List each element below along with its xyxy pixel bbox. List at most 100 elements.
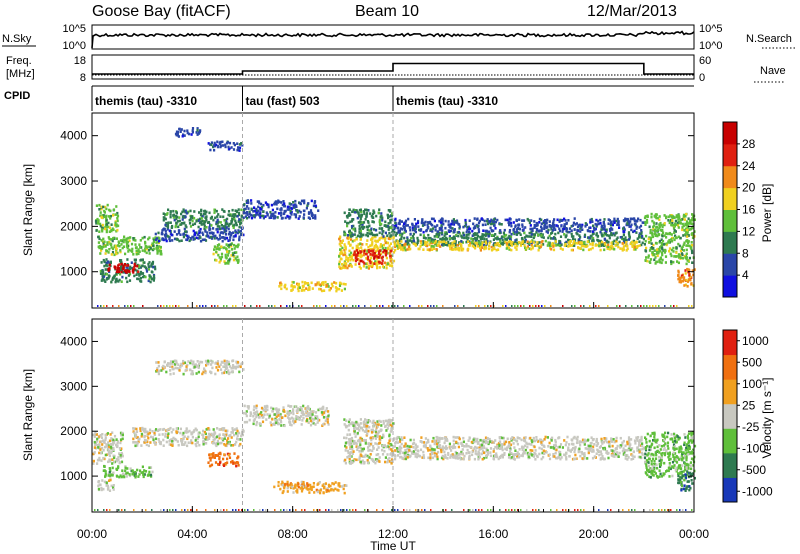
heatmap-cell [679,249,683,253]
heatmap-cell [586,240,589,243]
heatmap-cell [678,221,681,225]
heatmap-cell [573,217,576,220]
heatmap-cell [216,222,219,225]
heatmap-cell [149,466,153,469]
heatmap-cell [302,284,305,288]
heatmap-cell [353,239,356,242]
heatmap-cell [219,363,222,366]
heatmap-cell [326,489,329,492]
heatmap-cell [536,228,539,231]
heatmap-cell [242,208,246,212]
heatmap-cell [105,223,108,226]
heatmap-cell [111,247,115,250]
heatmap-cell [253,206,256,209]
heatmap-cell [348,229,351,233]
heatmap-cell [238,225,241,229]
heatmap-cell [428,221,431,224]
heatmap-cell [236,429,239,433]
heatmap-cell [121,246,124,250]
heatmap-cell [424,242,427,245]
heatmap-cell [116,269,119,272]
heatmap-cell [232,215,236,219]
heatmap-cell [338,284,342,287]
heatmap-cell [621,249,624,252]
heatmap-cell [256,200,259,203]
heatmap-cell [328,485,331,488]
heatmap-cell [259,305,261,307]
heatmap-cell [639,224,643,228]
heatmap-cell [550,237,553,240]
heatmap-cell [286,483,289,486]
heatmap-cell [209,143,212,146]
heatmap-cell [174,366,177,370]
heatmap-cell [281,480,284,484]
heatmap-cell [649,261,652,264]
heatmap-cell [377,453,380,456]
heatmap-cell [289,417,292,421]
heatmap-cell [113,434,117,438]
heatmap-cell [199,217,202,221]
heatmap-cell [255,406,258,410]
heatmap-cell [217,247,220,250]
heatmap-cell [95,229,98,232]
heatmap-cell [245,414,248,418]
heatmap-cell [479,249,482,252]
heatmap-cell [345,446,348,449]
heatmap-cell [484,305,486,307]
heatmap-cell [185,230,188,233]
heatmap-cell [99,222,102,226]
heatmap-cell [292,410,295,413]
heatmap-cell [574,305,576,307]
heatmap-cell [232,213,235,216]
heatmap-cell [212,435,215,438]
heatmap-cell [296,209,299,212]
heatmap-cell [168,427,171,431]
heatmap-cell [543,219,547,223]
heatmap-cell [221,371,224,375]
heatmap-cell [691,217,694,220]
heatmap-cell [404,248,407,252]
heatmap-cell [347,455,350,458]
heatmap-cell [329,484,332,488]
heatmap-cell [126,269,129,272]
heatmap-cell [661,229,664,233]
heatmap-cell [209,217,212,220]
heatmap-cell [126,471,129,475]
heatmap-cell [220,255,224,259]
heatmap-cell [533,233,537,236]
heatmap-cell [286,486,289,490]
heatmap-cell [237,431,241,435]
heatmap-cell [374,430,377,433]
heatmap-cell [493,242,497,245]
heatmap-cell [242,430,245,433]
heatmap-cell [472,222,475,226]
heatmap-cell [186,129,189,132]
heatmap-cell [357,247,360,250]
heatmap-cell [445,241,448,244]
heatmap-cell [259,208,262,211]
heatmap-cell [231,208,234,212]
heatmap-cell [483,240,486,243]
heatmap-cell [101,226,104,230]
heatmap-cell [477,239,480,243]
heatmap-cell [348,441,351,444]
heatmap-cell [237,455,240,459]
heatmap-cell [332,489,335,492]
heatmap-cell [350,455,353,458]
heatmap-cell [538,241,541,244]
heatmap-cell [280,305,282,307]
heatmap-cell [390,247,393,250]
heatmap-cell [120,262,123,266]
heatmap-cell [358,259,361,262]
heatmap-cell [656,250,659,254]
heatmap-cell [169,369,172,372]
heatmap-cell [609,223,613,227]
heatmap-cell [171,367,174,371]
heatmap-cell [111,474,114,477]
heatmap-cell [97,458,100,462]
heatmap-cell [481,246,484,249]
heatmap-cell [232,238,235,242]
heatmap-cell [200,222,203,226]
heatmap-cell [175,221,178,225]
heatmap-cell [286,214,289,218]
